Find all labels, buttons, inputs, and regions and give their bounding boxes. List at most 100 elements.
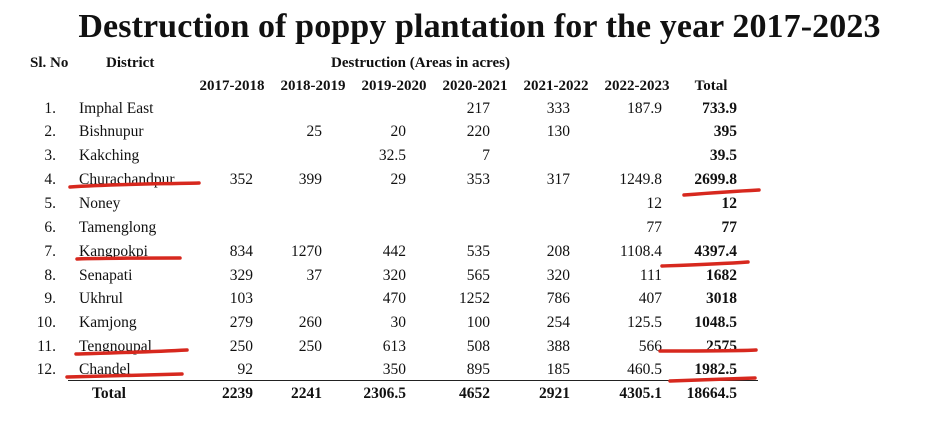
cell-total: 1982.5 xyxy=(694,361,737,378)
row-district: Tengnoupal xyxy=(79,338,152,355)
cell-2018-2019: 37 xyxy=(306,267,323,284)
cell-2019-2020: 32.5 xyxy=(378,147,406,164)
cell-2019-2020: 29 xyxy=(390,171,407,188)
cell-2022-2023: 1249.8 xyxy=(619,171,662,188)
row-sl-no: 3. xyxy=(44,147,56,164)
row-sl-no: 12. xyxy=(36,361,56,378)
cell-2021-2022: 208 xyxy=(546,243,570,260)
cell-2022-2023: 111 xyxy=(639,267,662,284)
cell-2022-2023: 12 xyxy=(646,195,663,212)
row-sl-no: 6. xyxy=(44,219,56,236)
header-year-2022-2023: 2022-2023 xyxy=(604,78,670,94)
cell-2020-2021: 353 xyxy=(466,171,490,188)
cell-total: 77 xyxy=(721,219,738,236)
total-cell-2019-2020: 2306.5 xyxy=(363,385,406,402)
cell-2017-2018: 92 xyxy=(237,361,254,378)
cell-total: 39.5 xyxy=(709,147,737,164)
cell-2017-2018: 103 xyxy=(229,290,253,307)
row-district: Kamjong xyxy=(79,314,137,331)
cell-total: 733.9 xyxy=(702,100,737,117)
total-cell-2017-2018: 2239 xyxy=(222,385,253,402)
cell-2020-2021: 535 xyxy=(466,243,490,260)
row-district: Churachandpur xyxy=(79,171,175,188)
page-title: Destruction of poppy plantation for the … xyxy=(78,8,881,45)
cell-2022-2023: 125.5 xyxy=(627,314,662,331)
cell-2019-2020: 30 xyxy=(390,314,407,331)
total-cell-2022-2023: 4305.1 xyxy=(619,385,662,402)
cell-total: 2699.8 xyxy=(694,171,737,188)
cell-2020-2021: 565 xyxy=(466,267,490,284)
cell-2020-2021: 7 xyxy=(482,147,490,164)
cell-2021-2022: 317 xyxy=(546,171,570,188)
total-divider-line xyxy=(68,380,758,381)
underline-total-4397-4 xyxy=(660,260,750,268)
cell-total: 2575 xyxy=(706,338,737,355)
cell-2021-2022: 388 xyxy=(546,338,570,355)
row-district: Noney xyxy=(79,195,121,212)
cell-2020-2021: 508 xyxy=(466,338,490,355)
grand-total-cell: 18664.5 xyxy=(686,385,737,402)
row-sl-no: 8. xyxy=(44,267,56,284)
cell-2021-2022: 786 xyxy=(546,290,570,307)
cell-2020-2021: 1252 xyxy=(459,290,490,307)
cell-2022-2023: 1108.4 xyxy=(619,243,662,260)
cell-2021-2022: 130 xyxy=(546,123,570,140)
cell-2019-2020: 20 xyxy=(390,123,407,140)
cell-2017-2018: 250 xyxy=(229,338,253,355)
cell-2020-2021: 217 xyxy=(466,100,490,117)
cell-total: 395 xyxy=(713,123,737,140)
cell-2020-2021: 220 xyxy=(466,123,490,140)
cell-total: 4397.4 xyxy=(694,243,737,260)
cell-2022-2023: 407 xyxy=(638,290,662,307)
cell-2018-2019: 1270 xyxy=(291,243,322,260)
header-sl-no: Sl. No xyxy=(30,55,69,71)
row-district: Imphal East xyxy=(79,100,154,117)
cell-2019-2020: 470 xyxy=(382,290,406,307)
header-year-2019-2020: 2019-2020 xyxy=(361,78,427,94)
header-district: District xyxy=(106,55,155,71)
cell-2017-2018: 329 xyxy=(229,267,253,284)
cell-total: 1048.5 xyxy=(694,314,737,331)
row-sl-no: 7. xyxy=(44,243,56,260)
header-year-2021-2022: 2021-2022 xyxy=(523,78,589,94)
cell-2019-2020: 350 xyxy=(382,361,406,378)
row-sl-no: 5. xyxy=(44,195,56,212)
row-district: Ukhrul xyxy=(79,290,123,307)
cell-2021-2022: 254 xyxy=(546,314,570,331)
cell-2018-2019: 260 xyxy=(298,314,322,331)
cell-2020-2021: 100 xyxy=(466,314,490,331)
header-year-2018-2019: 2018-2019 xyxy=(280,78,346,94)
header-year-2017-2018: 2017-2018 xyxy=(199,78,265,94)
cell-2021-2022: 333 xyxy=(546,100,570,117)
cell-total: 1682 xyxy=(706,267,737,284)
row-district: Chandel xyxy=(79,361,131,378)
header-destruction-group: Destruction (Areas in acres) xyxy=(331,55,510,71)
cell-2022-2023: 566 xyxy=(638,338,662,355)
cell-2022-2023: 187.9 xyxy=(627,100,662,117)
cell-2018-2019: 250 xyxy=(298,338,322,355)
cell-2019-2020: 320 xyxy=(382,267,406,284)
total-cell-2020-2021: 4652 xyxy=(459,385,490,402)
cell-2021-2022: 320 xyxy=(546,267,570,284)
cell-2017-2018: 834 xyxy=(229,243,253,260)
row-sl-no: 11. xyxy=(37,338,56,355)
cell-2020-2021: 895 xyxy=(466,361,490,378)
row-district: Senapati xyxy=(79,267,133,284)
row-district: Bishnupur xyxy=(79,123,144,140)
row-sl-no: 10. xyxy=(36,314,56,331)
row-sl-no: 4. xyxy=(44,171,56,188)
cell-total: 3018 xyxy=(706,290,737,307)
cell-2019-2020: 442 xyxy=(382,243,406,260)
row-district: Kangpokpi xyxy=(79,243,148,260)
row-sl-no: 1. xyxy=(44,100,56,117)
header-year-2020-2021: 2020-2021 xyxy=(442,78,508,94)
total-row-label: Total xyxy=(92,385,126,402)
total-cell-2018-2019: 2241 xyxy=(291,385,322,402)
cell-2022-2023: 77 xyxy=(646,219,663,236)
cell-2017-2018: 279 xyxy=(229,314,253,331)
cell-2018-2019: 399 xyxy=(298,171,322,188)
row-sl-no: 2. xyxy=(44,123,56,140)
cell-2021-2022: 185 xyxy=(546,361,570,378)
cell-2017-2018: 352 xyxy=(229,171,253,188)
cell-2018-2019: 25 xyxy=(306,123,323,140)
